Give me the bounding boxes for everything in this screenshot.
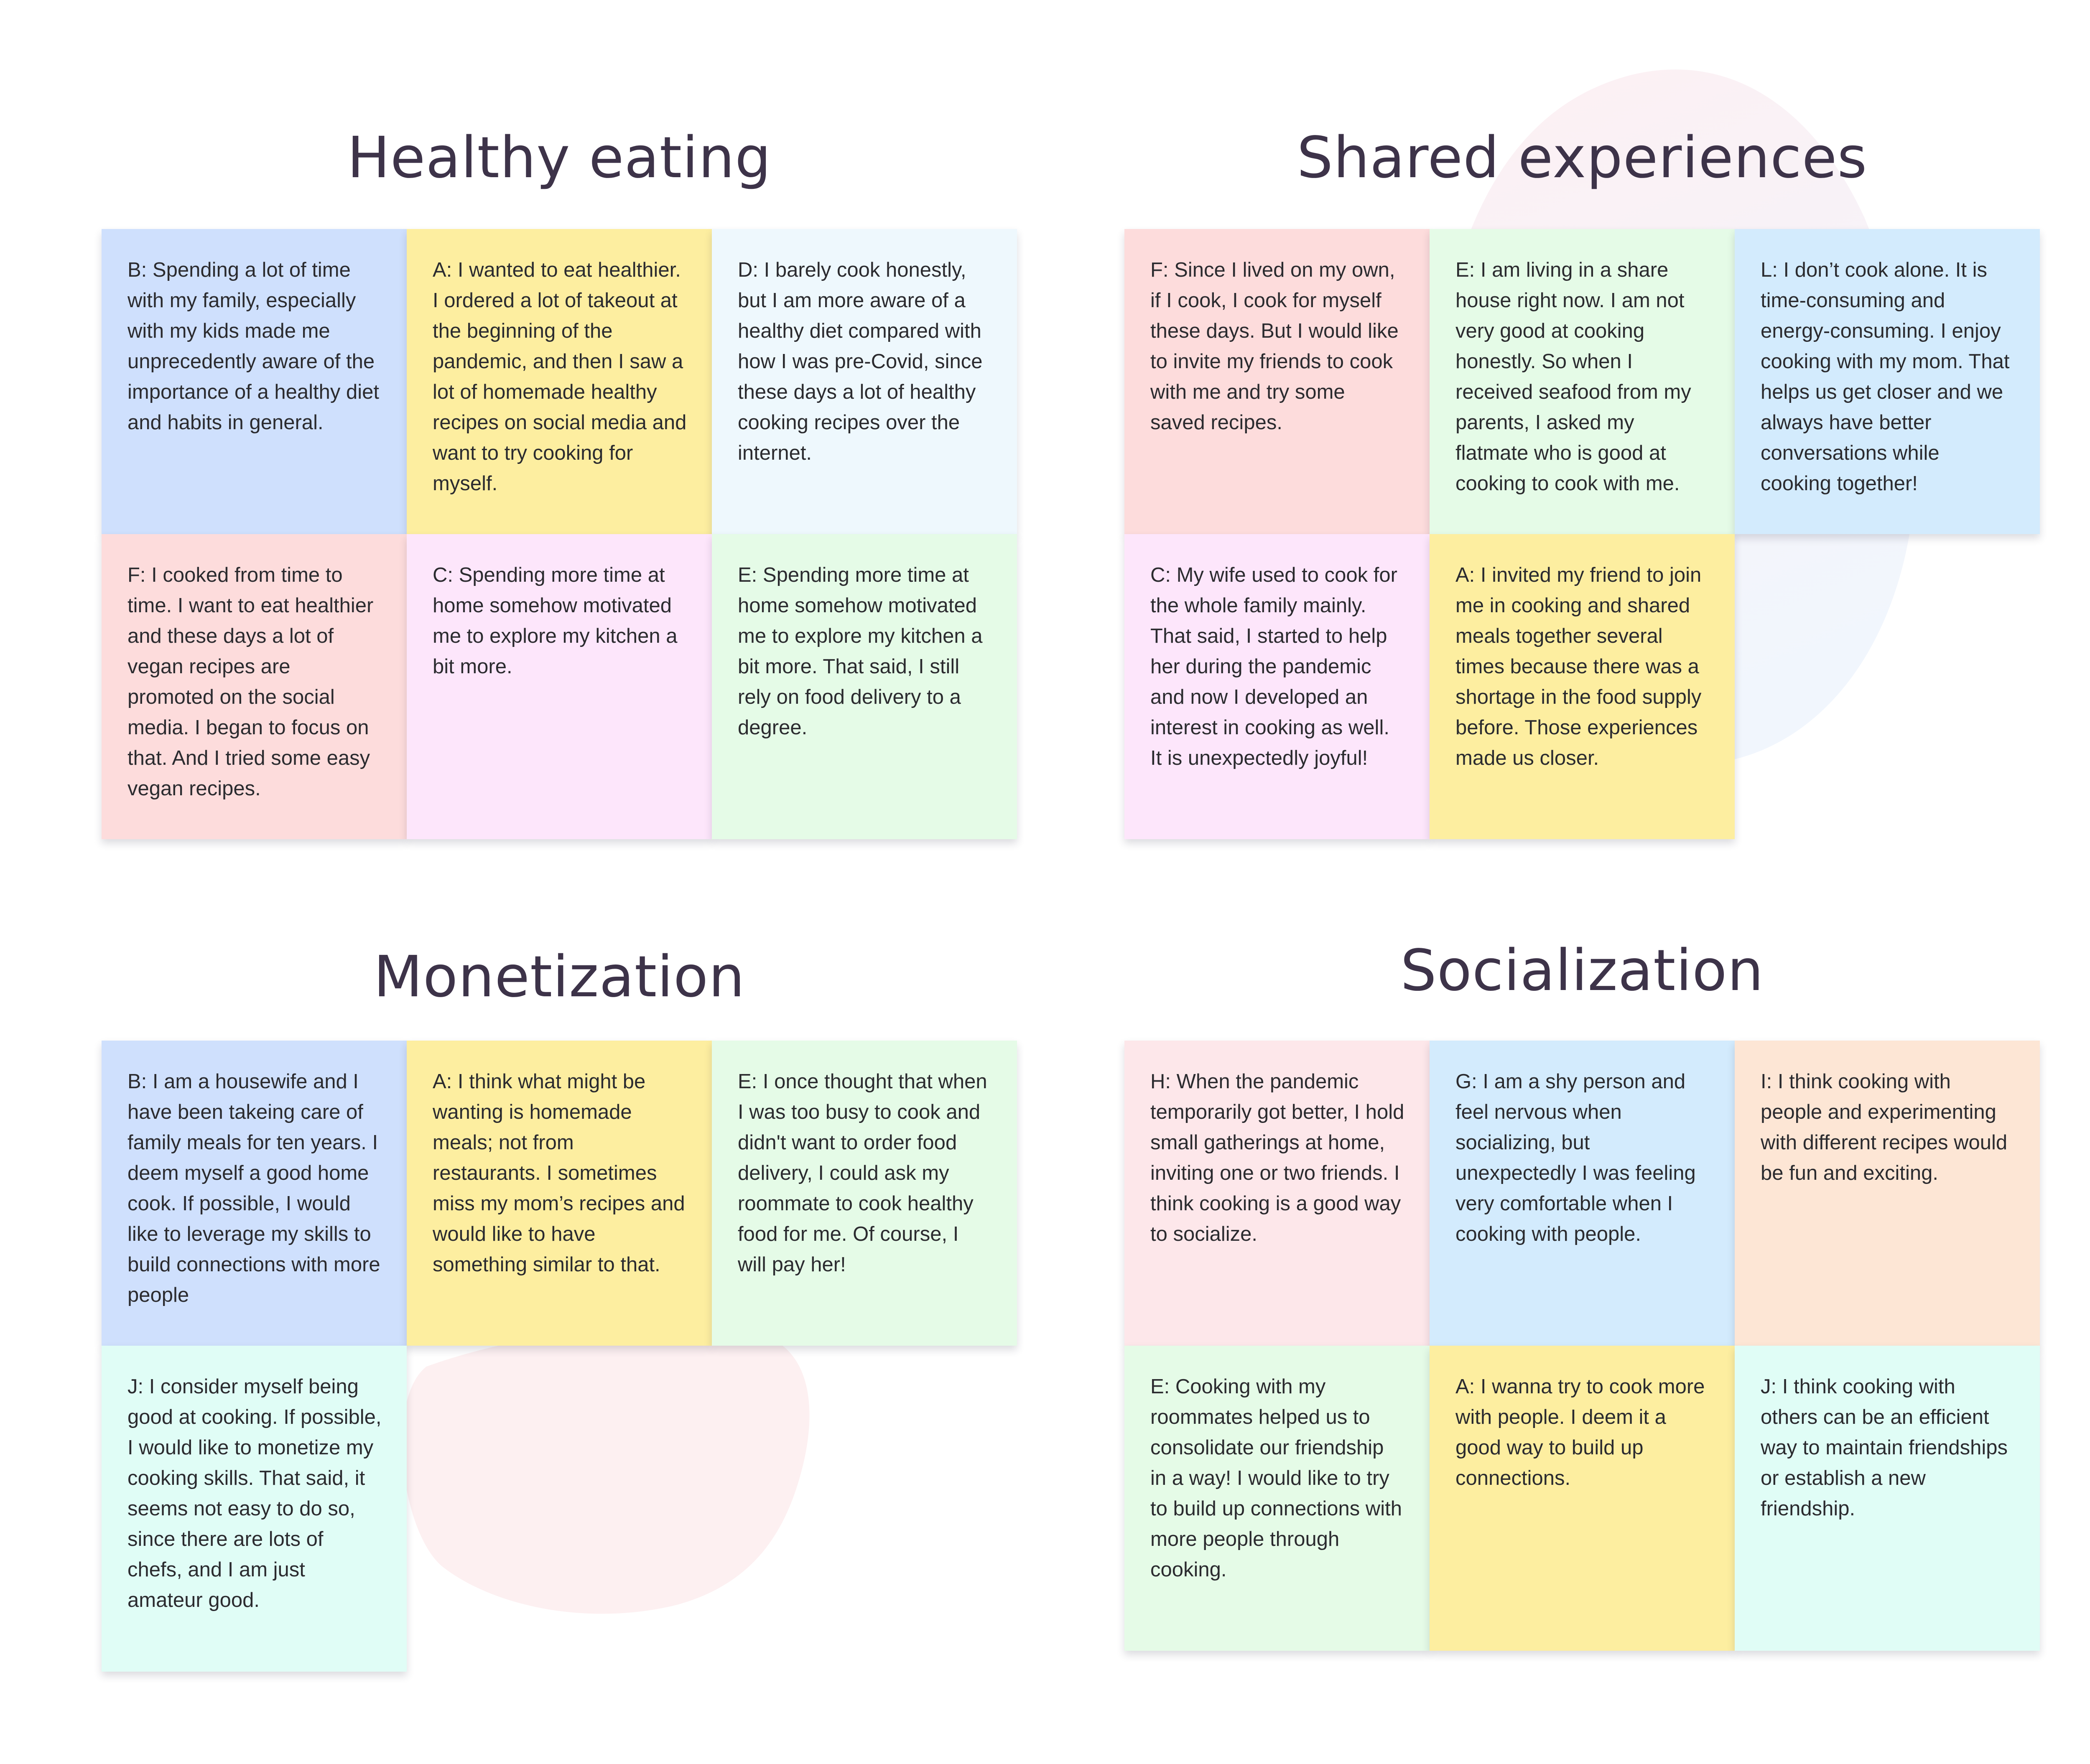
note-text: J: I think cooking with others can be an…: [1761, 1375, 2008, 1520]
group-title-monetization: Monetization: [373, 944, 745, 1010]
group-title-shared-experiences: Shared experiences: [1297, 125, 1868, 191]
sticky-note[interactable]: A: I invited my friend to join me in coo…: [1430, 534, 1735, 839]
note-text: A: I wanna try to cook more with people.…: [1455, 1375, 1705, 1489]
note-text: E: Cooking with my roommates helped us t…: [1150, 1375, 1402, 1581]
sticky-note[interactable]: A: I wanted to eat healthier. I ordered …: [407, 229, 712, 534]
sticky-note[interactable]: J: I consider myself being good at cooki…: [102, 1346, 407, 1672]
note-text: C: Spending more time at home somehow mo…: [433, 564, 678, 678]
sticky-note[interactable]: D: I barely cook honestly, but I am more…: [712, 229, 1017, 534]
sticky-note[interactable]: E: I once thought that when I was too bu…: [712, 1041, 1017, 1346]
note-text: H: When the pandemic temporarily got bet…: [1150, 1070, 1404, 1245]
note-text: I: I think cooking with people and exper…: [1761, 1070, 2008, 1184]
sticky-note[interactable]: C: Spending more time at home somehow mo…: [407, 534, 712, 839]
sticky-note[interactable]: I: I think cooking with people and exper…: [1735, 1041, 2040, 1346]
note-text: A: I invited my friend to join me in coo…: [1455, 564, 1702, 769]
note-text: B: Spending a lot of time with my family…: [127, 259, 379, 434]
note-text: F: Since I lived on my own, if I cook, I…: [1150, 259, 1399, 434]
group-title-socialization: Socialization: [1400, 938, 1764, 1004]
sticky-note[interactable]: L: I don’t cook alone. It is time-consum…: [1735, 229, 2040, 534]
sticky-note[interactable]: E: I am living in a share house right no…: [1430, 229, 1735, 534]
sticky-note[interactable]: A: I wanna try to cook more with people.…: [1430, 1346, 1735, 1651]
sticky-note[interactable]: B: Spending a lot of time with my family…: [102, 229, 407, 534]
note-text: E: I am living in a share house right no…: [1455, 259, 1691, 495]
note-text: J: I consider myself being good at cooki…: [127, 1375, 382, 1611]
note-text: F: I cooked from time to time. I want to…: [127, 564, 374, 800]
sticky-note[interactable]: H: When the pandemic temporarily got bet…: [1124, 1041, 1430, 1346]
sticky-note[interactable]: F: Since I lived on my own, if I cook, I…: [1124, 229, 1430, 534]
note-text: B: I am a housewife and I have been take…: [127, 1070, 380, 1306]
note-text: A: I wanted to eat healthier. I ordered …: [433, 259, 687, 495]
group-title-healthy-eating: Healthy eating: [347, 125, 772, 191]
sticky-note[interactable]: C: My wife used to cook for the whole fa…: [1124, 534, 1430, 839]
note-text: G: I am a shy person and feel nervous wh…: [1455, 1070, 1696, 1245]
note-text: E: I once thought that when I was too bu…: [738, 1070, 987, 1276]
note-text: E: Spending more time at home somehow mo…: [738, 564, 983, 739]
sticky-note[interactable]: E: Spending more time at home somehow mo…: [712, 534, 1017, 839]
note-text: L: I don’t cook alone. It is time-consum…: [1761, 259, 2010, 495]
sticky-note[interactable]: E: Cooking with my roommates helped us t…: [1124, 1346, 1430, 1651]
note-text: C: My wife used to cook for the whole fa…: [1150, 564, 1397, 769]
note-text: D: I barely cook honestly, but I am more…: [738, 259, 983, 464]
sticky-note[interactable]: G: I am a shy person and feel nervous wh…: [1430, 1041, 1735, 1346]
sticky-note[interactable]: F: I cooked from time to time. I want to…: [102, 534, 407, 839]
sticky-note[interactable]: J: I think cooking with others can be an…: [1735, 1346, 2040, 1651]
note-text: A: I think what might be wanting is home…: [433, 1070, 685, 1276]
sticky-note[interactable]: A: I think what might be wanting is home…: [407, 1041, 712, 1346]
background-blob-bottom: [402, 1326, 810, 1614]
sticky-note[interactable]: B: I am a housewife and I have been take…: [102, 1041, 407, 1346]
